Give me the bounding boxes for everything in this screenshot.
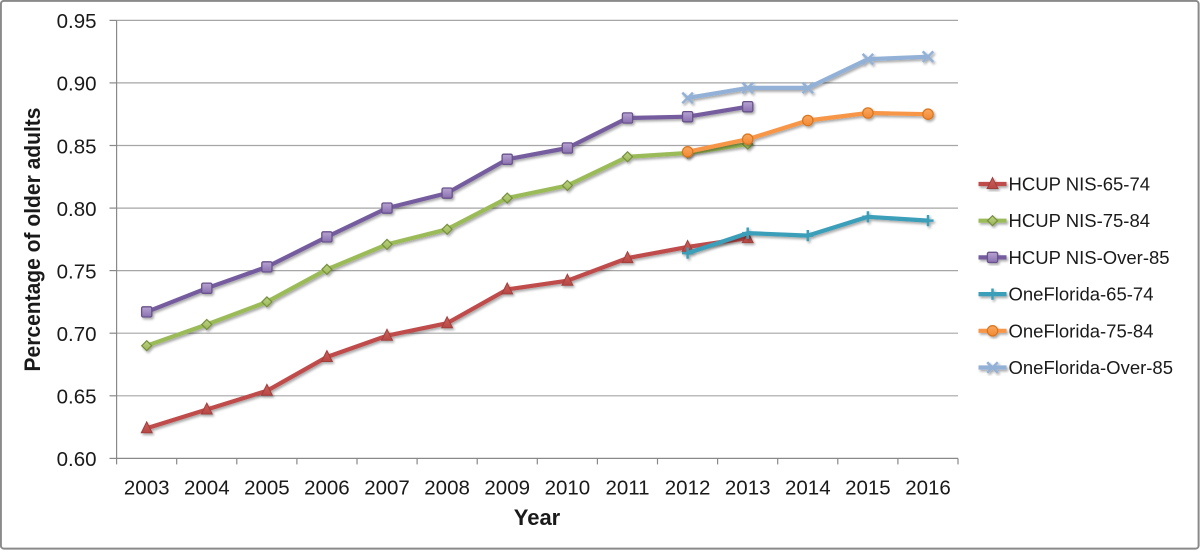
svg-text:2004: 2004: [184, 477, 230, 500]
svg-text:0.75: 0.75: [57, 260, 97, 283]
svg-text:0.60: 0.60: [57, 448, 97, 471]
svg-text:2012: 2012: [665, 477, 711, 500]
svg-text:Year: Year: [514, 505, 561, 530]
svg-text:2011: 2011: [605, 477, 649, 500]
svg-text:2013: 2013: [725, 477, 771, 500]
svg-text:2015: 2015: [845, 477, 891, 500]
svg-text:OneFlorida-75-84: OneFlorida-75-84: [1009, 320, 1154, 341]
svg-text:2014: 2014: [785, 477, 831, 500]
svg-text:0.90: 0.90: [57, 73, 97, 96]
svg-text:HCUP NIS-65-74: HCUP NIS-65-74: [1009, 174, 1151, 195]
svg-text:OneFlorida-Over-85: OneFlorida-Over-85: [1009, 357, 1174, 378]
svg-text:OneFlorida-65-74: OneFlorida-65-74: [1009, 284, 1154, 305]
svg-text:2007: 2007: [364, 477, 410, 500]
svg-text:0.70: 0.70: [57, 323, 97, 346]
svg-text:2009: 2009: [484, 477, 530, 500]
svg-text:2006: 2006: [304, 477, 350, 500]
svg-text:HCUP NIS-Over-85: HCUP NIS-Over-85: [1009, 247, 1170, 268]
svg-text:2016: 2016: [905, 477, 951, 500]
svg-text:2008: 2008: [424, 477, 470, 500]
svg-text:0.85: 0.85: [57, 135, 97, 158]
svg-text:0.80: 0.80: [57, 198, 97, 221]
svg-text:0.95: 0.95: [57, 10, 97, 33]
svg-text:HCUP NIS-75-84: HCUP NIS-75-84: [1009, 210, 1151, 231]
svg-text:Percentage of older adults: Percentage of older adults: [20, 108, 45, 372]
svg-text:2005: 2005: [244, 477, 290, 500]
svg-text:0.65: 0.65: [57, 386, 97, 409]
svg-text:2010: 2010: [545, 477, 591, 500]
svg-text:2003: 2003: [124, 477, 170, 500]
